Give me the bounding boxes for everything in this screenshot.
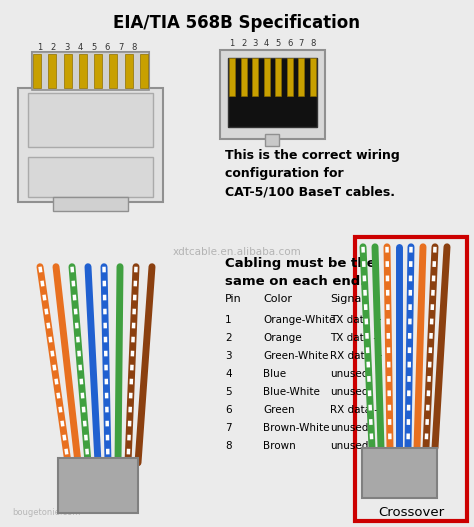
Text: 4: 4	[78, 43, 83, 52]
Text: 5: 5	[225, 387, 232, 397]
Text: TX data +: TX data +	[330, 316, 382, 326]
Text: This is the correct wiring
configuration for
CAT-5/100 BaseT cables.: This is the correct wiring configuration…	[225, 149, 400, 198]
Bar	[79, 54, 87, 89]
Polygon shape	[18, 52, 163, 202]
Text: TX data -: TX data -	[330, 334, 377, 344]
Text: 4: 4	[225, 369, 232, 379]
Text: 8: 8	[310, 39, 316, 48]
Text: Orange: Orange	[263, 334, 301, 344]
Bar	[252, 58, 258, 95]
Bar	[28, 157, 153, 197]
Bar	[228, 58, 317, 128]
Text: Blue: Blue	[263, 369, 286, 379]
Text: 2: 2	[241, 39, 246, 48]
Bar	[53, 197, 128, 211]
Bar	[33, 54, 41, 87]
Text: 6: 6	[225, 405, 232, 415]
Bar	[140, 54, 148, 87]
Bar	[220, 50, 325, 139]
Text: Orange-White: Orange-White	[263, 316, 336, 326]
Bar	[287, 58, 293, 95]
Text: EIA/TIA 568B Specification: EIA/TIA 568B Specification	[113, 14, 361, 32]
Text: Blue-White: Blue-White	[263, 387, 320, 397]
Text: 3: 3	[253, 39, 258, 48]
Bar	[310, 58, 316, 95]
Text: Signal: Signal	[330, 294, 365, 304]
Bar	[32, 52, 149, 92]
Text: Pin: Pin	[225, 294, 242, 304]
Bar	[48, 54, 56, 89]
Text: RX data +: RX data +	[330, 352, 383, 362]
Text: bougetonie.com: bougetonie.com	[12, 508, 81, 516]
Bar	[362, 448, 437, 497]
Bar	[64, 54, 72, 87]
Text: 2: 2	[225, 334, 232, 344]
Text: unused: unused	[330, 441, 368, 451]
Bar	[264, 58, 270, 95]
Text: RX data -: RX data -	[330, 405, 378, 415]
Text: UTP
Crossover: UTP Crossover	[378, 487, 444, 519]
Bar	[299, 58, 304, 95]
Text: 1: 1	[229, 39, 235, 48]
Bar	[32, 52, 149, 90]
Text: unused: unused	[330, 387, 368, 397]
Text: 5: 5	[91, 43, 97, 52]
Text: xdtcable.en.alibaba.com: xdtcable.en.alibaba.com	[173, 247, 301, 257]
Bar	[355, 237, 467, 521]
Bar	[28, 93, 153, 147]
Bar	[229, 58, 235, 95]
Text: 8: 8	[225, 441, 232, 451]
Text: unused: unused	[330, 423, 368, 433]
Text: 6: 6	[287, 39, 292, 48]
Text: Color: Color	[263, 294, 292, 304]
Bar	[79, 54, 87, 87]
Bar	[94, 54, 102, 87]
Bar	[265, 134, 279, 147]
Text: Brown-White: Brown-White	[263, 423, 329, 433]
Bar	[33, 54, 41, 89]
Bar	[58, 458, 138, 513]
Text: 2: 2	[51, 43, 56, 52]
Bar	[109, 54, 118, 87]
Bar	[125, 54, 133, 87]
Bar	[241, 58, 246, 95]
Bar	[94, 54, 102, 89]
Text: 3: 3	[64, 43, 70, 52]
Text: 4: 4	[264, 39, 269, 48]
Text: 3: 3	[225, 352, 232, 362]
Text: 7: 7	[225, 423, 232, 433]
Text: 5: 5	[276, 39, 281, 48]
Bar	[109, 54, 118, 89]
Bar	[275, 58, 281, 95]
Text: 6: 6	[105, 43, 110, 52]
Bar	[140, 54, 148, 89]
Text: Cabling must be the
same on each end.: Cabling must be the same on each end.	[225, 257, 375, 288]
Text: 7: 7	[118, 43, 124, 52]
Text: Brown: Brown	[263, 441, 296, 451]
Text: Green: Green	[263, 405, 295, 415]
Bar	[48, 54, 56, 87]
Text: 1: 1	[37, 43, 43, 52]
Text: Green-White: Green-White	[263, 352, 328, 362]
Text: 1: 1	[225, 316, 232, 326]
Bar	[125, 54, 133, 89]
Text: 7: 7	[299, 39, 304, 48]
Text: 8: 8	[132, 43, 137, 52]
Text: unused: unused	[330, 369, 368, 379]
Bar	[64, 54, 72, 89]
